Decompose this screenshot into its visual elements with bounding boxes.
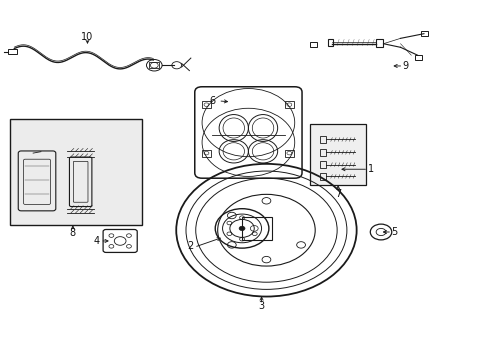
Bar — [328, 40, 332, 46]
Bar — [320, 136, 326, 143]
Bar — [149, 62, 159, 68]
Text: 7: 7 — [334, 189, 341, 199]
Bar — [320, 161, 326, 168]
Text: 1: 1 — [367, 164, 374, 174]
Bar — [310, 125, 366, 185]
Bar — [285, 149, 293, 157]
Text: 2: 2 — [186, 241, 193, 251]
Bar — [202, 149, 210, 157]
Bar — [320, 173, 326, 180]
Text: 9: 9 — [402, 61, 407, 71]
Text: 3: 3 — [258, 301, 264, 311]
Bar — [8, 49, 17, 54]
Bar — [242, 217, 272, 239]
Text: 5: 5 — [391, 227, 397, 237]
Bar — [420, 31, 427, 36]
Text: 4: 4 — [93, 236, 99, 246]
Bar — [320, 149, 326, 156]
Bar — [10, 119, 142, 225]
Bar — [202, 101, 210, 108]
Text: 8: 8 — [70, 228, 76, 238]
Bar — [414, 55, 421, 60]
Bar — [285, 101, 293, 108]
Bar — [375, 40, 383, 46]
Circle shape — [239, 226, 244, 230]
Text: 6: 6 — [209, 96, 215, 106]
Bar — [309, 41, 317, 46]
Text: 10: 10 — [81, 32, 93, 41]
